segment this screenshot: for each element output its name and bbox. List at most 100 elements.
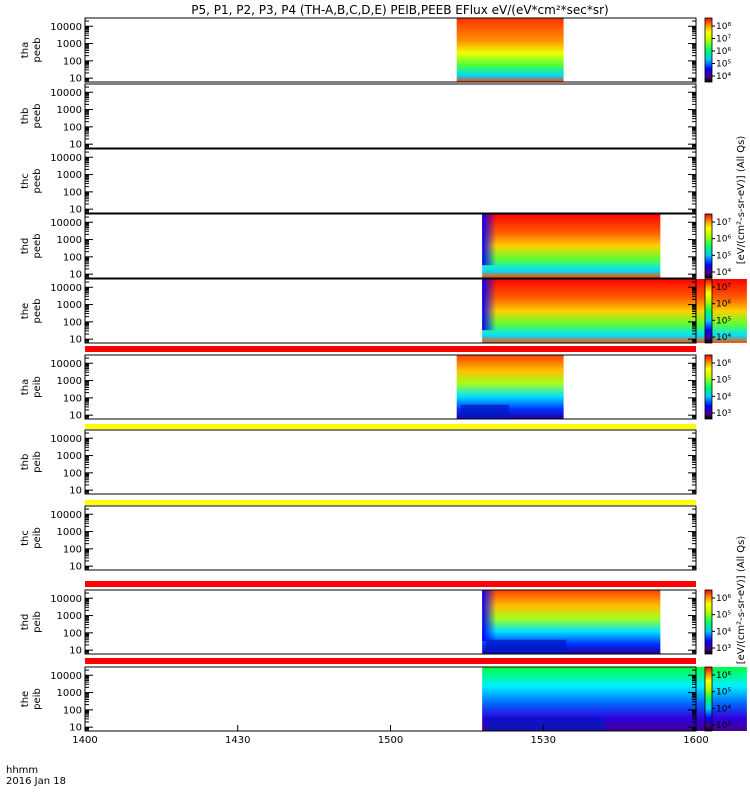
colorbar-tick-label: 10⁷ <box>716 35 731 45</box>
x-tick-label: 1500 <box>378 735 403 746</box>
x-tick-label: 1400 <box>72 735 97 746</box>
y-tick-label: 10 <box>69 562 82 573</box>
y-tick-label: 1000 <box>57 105 82 116</box>
spectrogram-panel: 10 100 1000 10000 thepeeb 10⁷ 10⁶ 10⁵ 10⁴ <box>20 278 747 346</box>
y-tick-label: 10000 <box>50 594 82 605</box>
y-tick-label: 100 <box>63 628 82 639</box>
colorbar-tick-label: 10⁵ <box>716 611 731 621</box>
y-tick-label: 10000 <box>50 671 82 682</box>
colorbar-tick-label: 10⁶ <box>716 594 731 604</box>
separator-bar-red <box>85 658 696 664</box>
spectrogram-edge <box>482 590 497 642</box>
chart-title: P5, P1, P2, P3, P4 (TH-A,B,C,D,E) PEIB,P… <box>191 3 608 17</box>
panel-label: thbpeib <box>20 451 43 473</box>
y-tick-label: 10000 <box>50 88 82 99</box>
y-tick-label: 10 <box>69 335 82 346</box>
y-tick-label: 100 <box>63 122 82 133</box>
spectrogram-low-band <box>486 639 567 654</box>
y-tick-label: 100 <box>63 544 82 555</box>
colorbar <box>704 354 713 420</box>
y-tick-label: 100 <box>63 705 82 716</box>
spectrogram-panel: 10 100 1000 10000 thbpeib <box>20 429 697 497</box>
spectrogram-data <box>456 18 564 82</box>
colorbar-tick-label: 10⁶ <box>716 671 731 681</box>
y-tick-label: 10 <box>69 646 82 657</box>
panel-label: thcpeib <box>20 527 43 549</box>
colorbar-tick-label: 10⁵ <box>716 688 731 698</box>
y-tick-label: 10000 <box>50 510 82 521</box>
y-tick-label: 10 <box>69 486 82 497</box>
x-tick-label: 1600 <box>683 735 708 746</box>
colorbar-tick-label: 10⁵ <box>716 316 731 326</box>
separator-bar-yellow <box>85 424 696 429</box>
colorbar-tick-label: 10⁶ <box>716 47 731 57</box>
y-tick-label: 10000 <box>50 153 82 164</box>
y-tick-label: 10000 <box>50 22 82 33</box>
colorbar-tick-label: 10³ <box>716 721 731 731</box>
panel-frame <box>84 148 697 214</box>
panel-label: thapeeb <box>20 38 43 63</box>
y-tick-label: 1000 <box>57 527 82 538</box>
separator-bar-yellow <box>85 500 696 505</box>
panel-label: thcpeeb <box>20 169 43 194</box>
y-tick-label: 1000 <box>57 451 82 462</box>
spectrogram-panel: 10 100 1000 10000 thapeeb 10⁸ 10⁷ 10⁶ 10⁵ 10⁴ <box>20 17 731 85</box>
y-tick-label: 10000 <box>50 359 82 370</box>
y-tick-label: 10 <box>69 205 82 216</box>
colorbar <box>704 666 713 732</box>
spectrogram-panel: 10 100 1000 10000 thcpeeb <box>20 148 697 216</box>
colorbar-tick-label: 10⁴ <box>716 333 731 343</box>
spectrogram-data <box>482 214 661 278</box>
colorbar-tick-label: 10⁵ <box>716 376 731 386</box>
y-tick-label: 10 <box>69 140 82 151</box>
y-tick-label: 10000 <box>50 283 82 294</box>
y-tick-label: 1000 <box>57 611 82 622</box>
y-tick-label: 1000 <box>57 170 82 181</box>
y-tick-label: 1000 <box>57 300 82 311</box>
colorbar-tick-label: 10⁸ <box>716 22 731 32</box>
colorbar-tick-label: 10⁴ <box>716 627 731 637</box>
colorbar-label-ion: [eV/(cm²-s-sr-eV)] (All Qs) <box>736 536 747 665</box>
spectrogram-panel: 10 100 1000 10000 thcpeib <box>20 505 697 573</box>
colorbar-tick-label: 10⁷ <box>716 283 731 293</box>
y-tick-label: 10 <box>69 270 82 281</box>
panel-frame <box>84 429 697 495</box>
panel-label: thapeib <box>20 376 43 398</box>
y-tick-label: 1000 <box>57 688 82 699</box>
y-tick-label: 100 <box>63 317 82 328</box>
panel-frame <box>84 83 697 149</box>
panel-label: thdpeib <box>20 611 43 633</box>
x-label-hhmm: hhmm <box>6 765 38 776</box>
y-tick-label: 1000 <box>57 235 82 246</box>
panel-frame <box>84 17 697 83</box>
colorbar-tick-label: 10⁶ <box>716 359 731 369</box>
y-tick-label: 1000 <box>57 39 82 50</box>
y-tick-label: 10 <box>69 411 82 422</box>
colorbar <box>704 278 713 344</box>
colorbar <box>704 213 713 279</box>
separator-bar-red <box>85 581 696 587</box>
colorbar <box>704 17 713 83</box>
panel-label: thepeeb <box>20 299 43 324</box>
y-tick-label: 10000 <box>50 434 82 445</box>
colorbar-tick-label: 10³ <box>716 644 731 654</box>
panel-label: thbpeeb <box>20 104 43 129</box>
spectrogram-panel: 10 100 1000 10000 thapeib 10⁶ 10⁵ 10⁴ 10³ <box>20 354 731 422</box>
spectrogram-data <box>482 279 747 343</box>
y-tick-label: 1000 <box>57 376 82 387</box>
colorbar-tick-label: 10⁵ <box>716 60 731 70</box>
panel-label: thepeib <box>20 688 43 710</box>
spectrogram-panel: 10 100 1000 10000 thepeib 10⁶ 10⁵ 10⁴ 10³ <box>20 666 747 734</box>
y-tick-label: 10000 <box>50 218 82 229</box>
colorbar-tick-label: 10⁴ <box>716 72 731 82</box>
colorbar <box>704 589 713 655</box>
separator-bar-red <box>85 346 696 352</box>
spectrogram-panel: 10 100 1000 10000 thdpeeb 10⁷ 10⁶ 10⁵ 10⁴ <box>20 213 731 281</box>
y-tick-label: 10 <box>69 723 82 734</box>
colorbar-tick-label: 10³ <box>716 409 731 419</box>
colorbar-label-electron: [eV/(cm²-s-sr-eV)] (All Qs) <box>736 136 747 265</box>
colorbar-tick-label: 10⁴ <box>716 704 731 714</box>
spectrogram-low-band <box>486 716 606 731</box>
colorbar-tick-label: 10⁷ <box>716 218 731 228</box>
